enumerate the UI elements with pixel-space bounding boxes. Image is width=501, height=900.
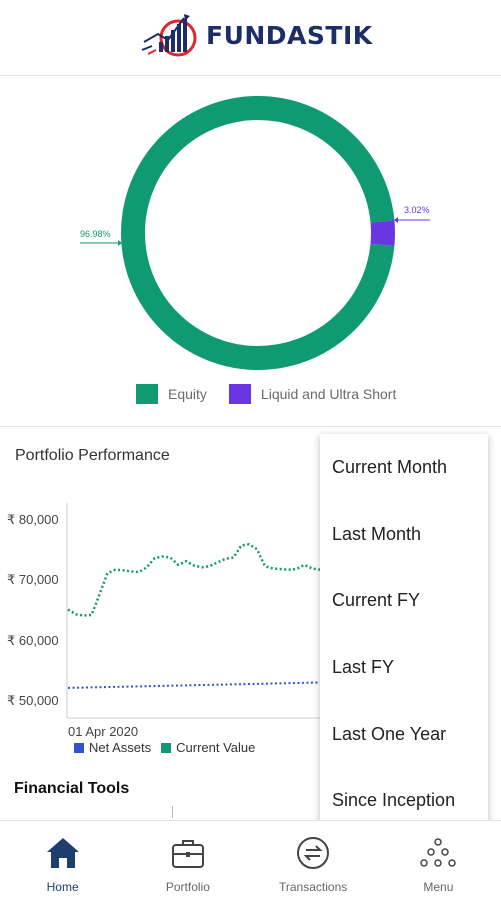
performance-title: Portfolio Performance <box>15 447 170 464</box>
nav-item-menu[interactable]: Menu <box>376 821 501 900</box>
logo-text: FUNDASTIK <box>206 21 373 50</box>
briefcase-icon <box>168 833 208 873</box>
allocation-donut-card: 96.98% 3.02% Equity Liquid and Ultra Sho… <box>0 77 501 427</box>
legend-label-liquid: Liquid and Ultra Short <box>260 386 397 402</box>
net-assets-series-line <box>67 681 321 689</box>
home-icon <box>43 833 83 873</box>
current-value-series-line <box>67 542 321 617</box>
transfer-icon <box>293 833 333 873</box>
x-tick-label: 01 Apr 2020 <box>68 724 138 739</box>
liquid-leader-arrow <box>394 217 398 223</box>
app-header: FUNDASTIK <box>0 0 501 76</box>
nav-label-menu: Menu <box>423 880 454 894</box>
y-tick-label: ₹ 50,000 <box>7 693 59 708</box>
legend-item-equity[interactable]: Equity <box>136 384 207 404</box>
nav-item-portfolio[interactable]: Portfolio <box>125 821 250 900</box>
nav-label-transactions: Transactions <box>279 880 348 894</box>
donut-slice-equity <box>121 96 395 370</box>
legend-swatch-current-value <box>161 742 172 753</box>
portfolio-performance-card: Portfolio Performance ₹ 80,000 ₹ 70,000 … <box>0 428 501 820</box>
period-option-current-fy[interactable]: Current FY <box>332 590 421 611</box>
allocation-legend: Equity Liquid and Ultra Short <box>136 384 418 404</box>
period-dropdown-menu: Current Month Last Month Current FY Last… <box>320 434 488 834</box>
nav-item-transactions[interactable]: Transactions <box>251 821 376 900</box>
legend-swatch-net-assets <box>74 742 84 753</box>
allocation-donut-chart: 96.98% 3.02% <box>80 96 430 370</box>
legend-item-net-assets[interactable]: Net Assets <box>74 740 151 755</box>
legend-label-current-value: Current Value <box>176 740 256 755</box>
divider <box>172 806 173 818</box>
liquid-percent-label: 3.02% <box>404 205 430 215</box>
legend-item-liquid[interactable]: Liquid and Ultra Short <box>228 384 397 404</box>
y-tick-label: ₹ 70,000 <box>7 572 59 587</box>
legend-label-net-assets: Net Assets <box>89 740 152 755</box>
legend-swatch-equity <box>136 384 158 404</box>
equity-leader-arrow <box>118 240 122 246</box>
nav-item-home[interactable]: Home <box>0 821 125 900</box>
period-option-since-inception[interactable]: Since Inception <box>332 790 456 811</box>
legend-label-equity: Equity <box>168 386 207 402</box>
donut-slice-liquid <box>121 96 395 370</box>
fundastik-logo: FUNDASTIK <box>140 8 373 66</box>
legend-item-current-value[interactable]: Current Value <box>161 740 255 755</box>
y-tick-label: ₹ 60,000 <box>7 633 59 648</box>
period-option-last-fy[interactable]: Last FY <box>332 656 395 677</box>
equity-percent-label: 96.98% <box>80 229 111 239</box>
legend-swatch-liquid <box>228 384 251 404</box>
performance-legend: Net Assets Current Value <box>74 740 265 755</box>
period-option-last-one-year[interactable]: Last One Year <box>332 723 447 744</box>
performance-line-chart: ₹ 80,000 ₹ 70,000 ₹ 60,000 ₹ 50,000 01 A… <box>7 503 321 739</box>
y-tick-label: ₹ 80,000 <box>7 512 59 527</box>
financial-tools-heading: Financial Tools <box>14 780 130 797</box>
nav-label-portfolio: Portfolio <box>165 880 210 894</box>
logo-mark-icon <box>141 14 197 57</box>
dots-menu-icon <box>418 833 458 873</box>
bottom-navigation: Home Portfolio Transactions <box>0 820 501 900</box>
period-option-last-month[interactable]: Last Month <box>332 523 422 544</box>
period-option-current-month[interactable]: Current Month <box>332 456 448 477</box>
nav-label-home: Home <box>46 880 79 894</box>
